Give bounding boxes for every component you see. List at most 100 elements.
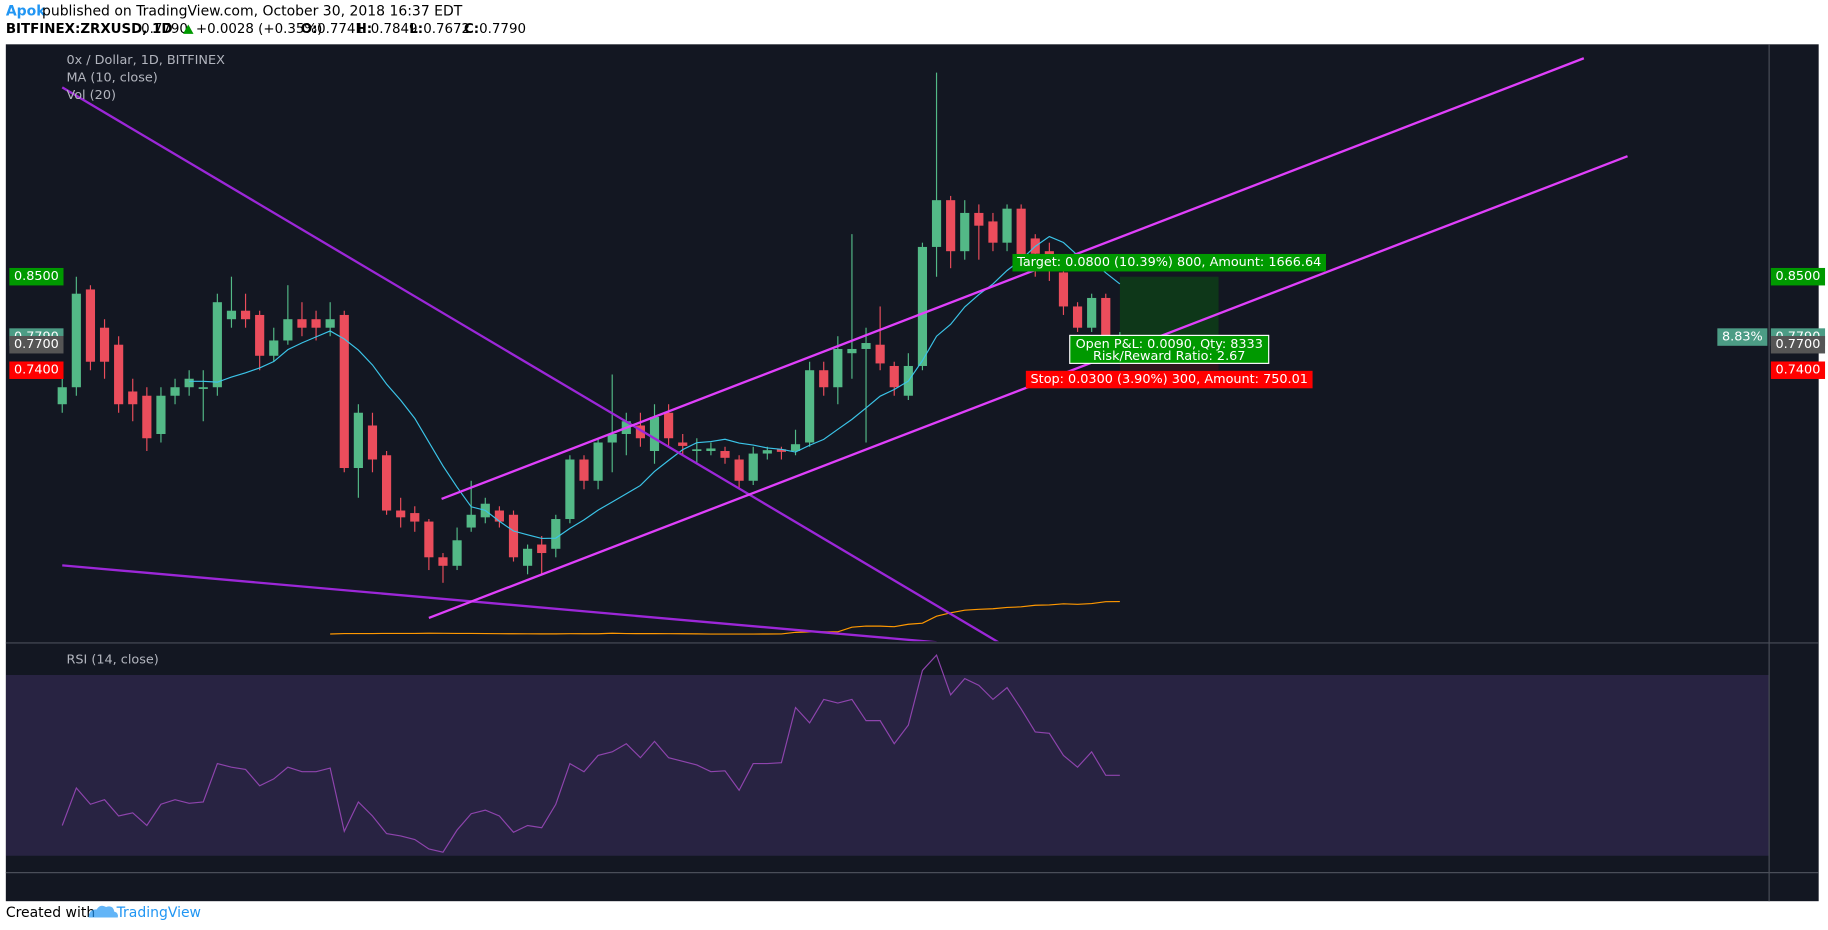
price-label-left-bg xyxy=(9,267,64,286)
price-label: 0.7700 xyxy=(1776,337,1821,352)
price-label-left-bg xyxy=(9,335,64,354)
change-pct-label-bg xyxy=(1717,328,1768,346)
price-label-left: 0.7700 xyxy=(14,337,59,352)
candle-body xyxy=(579,459,589,481)
candle-body xyxy=(748,453,758,481)
created-with: Created with xyxy=(6,905,95,921)
candle-body xyxy=(142,395,152,439)
vol-legend: Vol (20) xyxy=(66,88,116,103)
candle-body xyxy=(466,514,476,528)
candle-body xyxy=(508,514,519,558)
candle-body xyxy=(353,412,363,469)
rsi-band xyxy=(5,674,1769,856)
chart-bg xyxy=(5,44,1819,902)
price-label: 0.8500 xyxy=(1776,269,1821,284)
candle-body xyxy=(198,387,208,389)
target-label-bg xyxy=(1012,253,1326,272)
candle-body xyxy=(565,459,575,520)
candle-body xyxy=(311,319,321,328)
candle-body xyxy=(283,319,293,341)
volume-layer xyxy=(330,601,1120,635)
candle-body xyxy=(593,442,603,481)
candle-body xyxy=(212,302,222,388)
candle-body xyxy=(184,378,194,388)
candle-body xyxy=(720,451,730,458)
candle-body xyxy=(664,412,674,439)
candle-body xyxy=(1058,272,1069,307)
c-value: 0.7790 xyxy=(479,22,526,37)
price-label-left: 0.8500 xyxy=(14,269,59,284)
up-arrow xyxy=(183,24,194,34)
brand[interactable]: TradingView xyxy=(116,905,201,921)
candle-body xyxy=(269,340,279,356)
candle-body xyxy=(99,327,110,362)
candle-body xyxy=(367,425,378,460)
stop-label-bg xyxy=(1025,370,1313,389)
candle-body xyxy=(988,221,998,243)
candle-body xyxy=(847,348,857,354)
ma-legend: MA (10, close) xyxy=(66,71,157,86)
h-label: H: xyxy=(356,22,373,37)
price-label-bg xyxy=(1770,335,1826,354)
candle-body xyxy=(325,319,335,328)
candle-body xyxy=(1072,306,1083,328)
rsi-layer xyxy=(5,653,1769,856)
candle-body xyxy=(635,425,645,439)
candle-body xyxy=(875,344,885,364)
rsi-title: RSI (14, close) xyxy=(66,652,158,667)
candle-body xyxy=(114,344,124,405)
tradingview-logo xyxy=(88,905,118,918)
trendline xyxy=(441,57,1585,501)
ohlc-row: BITFINEX:ZRXUSD, 1D 0.7790 +0.0028 (+0.3… xyxy=(6,22,526,37)
price-label-left: 0.7400 xyxy=(14,363,59,378)
candle-body xyxy=(396,510,406,518)
price-label: 0.7400 xyxy=(1776,363,1821,378)
o-label: O: xyxy=(301,22,318,37)
candle-body xyxy=(57,387,67,405)
candle-body xyxy=(960,212,970,252)
candle-body xyxy=(381,455,392,511)
target-label: Target: 0.0800 (10.39%) 800, Amount: 166… xyxy=(1016,255,1321,270)
candle-body xyxy=(1002,208,1012,243)
pnl-text: Open P&L: 0.0090, Qty: 8333 xyxy=(1076,337,1263,352)
trendline xyxy=(61,86,1000,642)
author[interactable]: Apok xyxy=(6,4,46,20)
price-layer xyxy=(57,57,1628,642)
candle-body xyxy=(523,548,533,566)
o-value: 0.7741 xyxy=(317,22,364,37)
candle-body xyxy=(128,391,138,405)
price-label-left-bg xyxy=(9,361,64,379)
candle-body xyxy=(1016,208,1026,256)
ma-line xyxy=(189,235,1121,539)
candle-body xyxy=(438,557,448,566)
chart-title: 0x / Dollar, 1D, BITFINEX xyxy=(66,53,225,68)
candle-body xyxy=(917,246,928,366)
candle-body xyxy=(226,310,237,320)
candle-body xyxy=(790,444,801,452)
candle-body xyxy=(931,200,942,247)
candle-body xyxy=(889,365,899,388)
candle-body xyxy=(537,544,547,554)
change: +0.0028 (+0.35%) xyxy=(196,22,323,37)
candle-body xyxy=(170,387,180,396)
price-label-bg xyxy=(1770,361,1826,379)
c-label: C: xyxy=(464,22,479,37)
candle-body xyxy=(805,370,815,443)
candle-body xyxy=(551,519,561,549)
last-price: 0.7790 xyxy=(141,22,188,37)
candle-body xyxy=(1087,297,1097,328)
candle-body xyxy=(1101,297,1111,342)
target-zone xyxy=(1119,276,1219,345)
candle-body xyxy=(819,370,829,388)
trendline xyxy=(62,564,937,642)
candle-body xyxy=(85,289,96,362)
axes: 0.85000.85000.77900.77908.83%0.77000.770… xyxy=(5,44,1826,902)
candle-body xyxy=(706,448,716,452)
published: published on TradingView.com, October 30… xyxy=(42,4,463,20)
candle-body xyxy=(692,449,702,452)
candle-body xyxy=(678,442,688,446)
candle-body xyxy=(71,293,81,388)
candle-body xyxy=(946,200,956,252)
candle-body xyxy=(424,521,434,558)
